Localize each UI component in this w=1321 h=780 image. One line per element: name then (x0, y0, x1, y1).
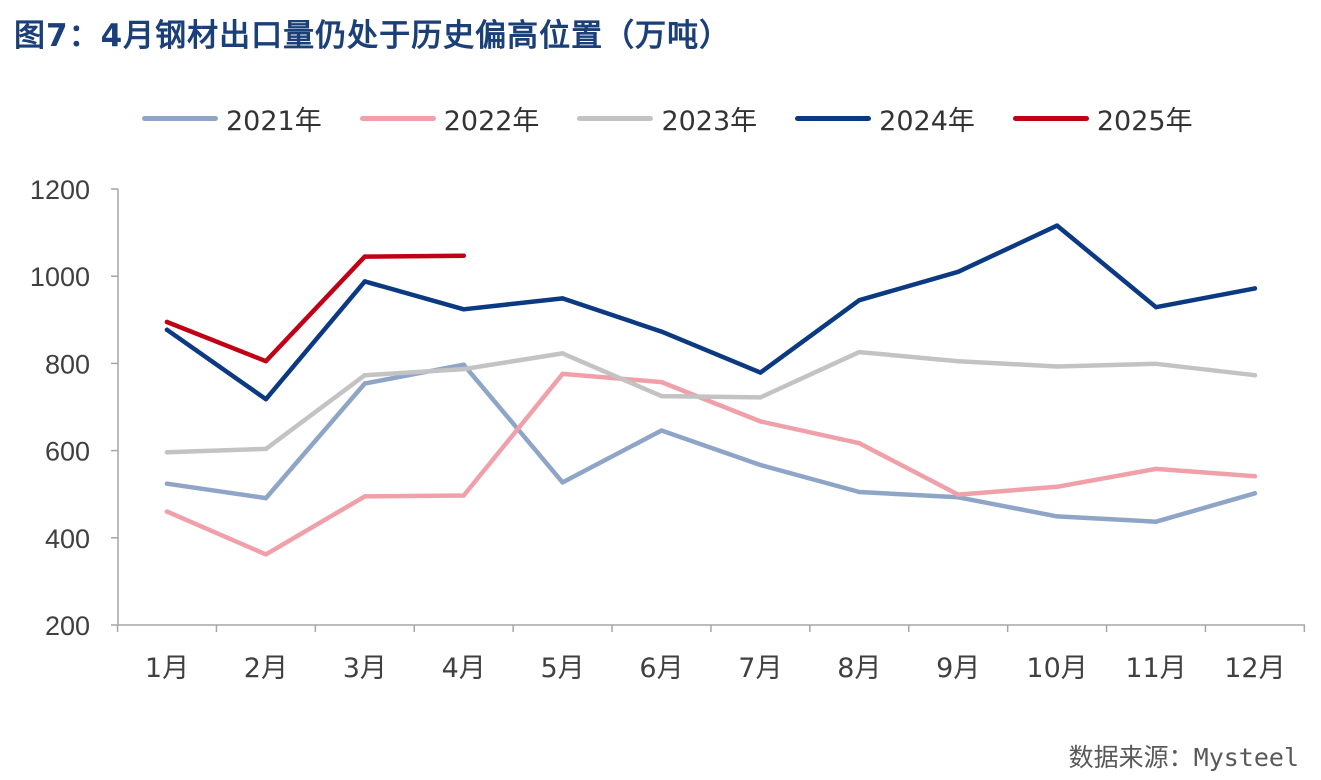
data-point (659, 379, 664, 385)
data-point (263, 495, 269, 501)
data-point (758, 395, 763, 400)
legend-swatch (142, 115, 218, 121)
legend-item: 2023年 (577, 99, 757, 138)
x-tick-label: 5月 (541, 653, 585, 684)
source-note: 数据来源：Mysteel (1068, 743, 1299, 772)
data-point (164, 319, 170, 325)
data-point (1054, 514, 1060, 519)
legend-label: 2021年 (226, 105, 322, 137)
legend-item: 2024年 (795, 99, 975, 138)
legend-item: 2025年 (1012, 99, 1193, 138)
data-point (659, 428, 664, 433)
data-point (164, 509, 170, 514)
data-point (560, 371, 565, 377)
legend-label: 2022年 (443, 105, 540, 137)
data-point (362, 372, 367, 378)
data-point (362, 381, 367, 386)
data-point (956, 492, 961, 497)
series-line-2024年 (164, 223, 1258, 402)
data-point (659, 329, 664, 334)
data-point (1153, 361, 1159, 367)
data-point (362, 279, 367, 284)
legend-swatch (359, 115, 436, 121)
legend-label: 2024年 (879, 105, 975, 137)
data-point (1252, 372, 1258, 378)
x-tick-label: 4月 (442, 653, 486, 684)
x-tick-label: 2月 (244, 653, 288, 684)
y-tick-label: 1200 (30, 175, 90, 205)
x-tick-label: 3月 (343, 653, 387, 684)
data-point (758, 419, 763, 424)
x-tick-label: 11月 (1125, 653, 1186, 684)
data-point (1153, 304, 1159, 310)
y-tick-label: 400 (45, 524, 90, 554)
data-point (1153, 519, 1159, 524)
legend-item: 2022年 (359, 99, 540, 138)
data-point (263, 552, 269, 557)
data-point (857, 297, 862, 303)
data-point (1252, 286, 1258, 291)
data-point (362, 494, 367, 499)
chart-legend: 2021年 2022年 2023年 2024年 2025年 (142, 99, 1231, 138)
data-point (461, 366, 466, 372)
legend-label: 2023年 (661, 105, 758, 137)
x-tick-label: 7月 (738, 653, 782, 684)
legend-swatch (577, 115, 654, 121)
data-point (263, 359, 269, 364)
data-point (362, 254, 367, 259)
y-tick-label: 200 (45, 611, 90, 641)
data-point (1054, 484, 1060, 489)
data-point (560, 296, 565, 301)
x-tick-label: 6月 (639, 653, 683, 684)
data-point (956, 359, 961, 364)
y-tick-label: 800 (45, 349, 90, 379)
legend-swatch (1012, 115, 1089, 121)
data-point (164, 481, 170, 486)
data-point (461, 307, 466, 312)
data-point (263, 396, 269, 402)
data-point (857, 440, 862, 446)
x-tick-label: 12月 (1224, 653, 1285, 684)
data-point (560, 351, 565, 356)
series-line-2023年 (164, 349, 1258, 455)
series-line-2021年 (164, 362, 1258, 524)
data-point (659, 393, 664, 399)
y-tick-label: 600 (45, 437, 90, 467)
x-tick-label: 1月 (145, 653, 189, 684)
data-point (164, 450, 170, 455)
data-point (164, 327, 170, 333)
x-tick-label: 9月 (936, 653, 980, 684)
legend-item: 2021年 (142, 99, 322, 138)
data-point (857, 349, 862, 355)
data-point (1054, 223, 1060, 228)
data-point (560, 480, 565, 485)
data-point (461, 493, 466, 498)
data-point (1054, 364, 1060, 369)
data-point (758, 462, 763, 468)
data-point (461, 253, 466, 258)
data-point (1252, 491, 1258, 496)
data-point (461, 362, 466, 367)
data-point (857, 489, 862, 495)
series-line-2025年 (164, 253, 466, 364)
data-point (1252, 474, 1258, 479)
data-point (956, 269, 961, 275)
chart-title: 图7：4月钢材出口量仍处于历史偏高位置（万吨） (14, 18, 732, 54)
data-point (758, 370, 763, 375)
legend-label: 2025年 (1096, 105, 1193, 137)
data-point (1153, 466, 1159, 472)
series-line-2022年 (164, 371, 1258, 557)
x-tick-label: 10月 (1026, 653, 1087, 684)
data-point (263, 446, 269, 452)
y-tick-label: 1000 (30, 262, 90, 292)
x-tick-label: 8月 (837, 653, 881, 684)
legend-swatch (795, 115, 872, 121)
